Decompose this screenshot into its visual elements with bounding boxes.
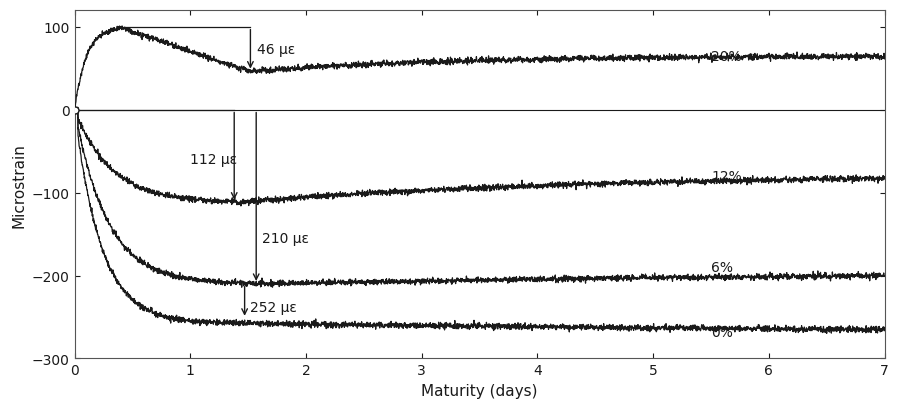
Y-axis label: Microstrain: Microstrain bbox=[11, 142, 26, 227]
X-axis label: Maturity (days): Maturity (days) bbox=[421, 383, 538, 398]
Text: 20%: 20% bbox=[711, 49, 742, 63]
Text: 6%: 6% bbox=[711, 261, 733, 274]
Text: 12%: 12% bbox=[711, 170, 742, 184]
Text: 46 μɛ: 46 μɛ bbox=[257, 43, 295, 57]
Text: 252 μɛ: 252 μɛ bbox=[250, 300, 297, 314]
Text: 0%: 0% bbox=[711, 325, 733, 339]
Text: 210 μɛ: 210 μɛ bbox=[262, 231, 309, 245]
Text: 112 μɛ: 112 μɛ bbox=[190, 153, 238, 167]
